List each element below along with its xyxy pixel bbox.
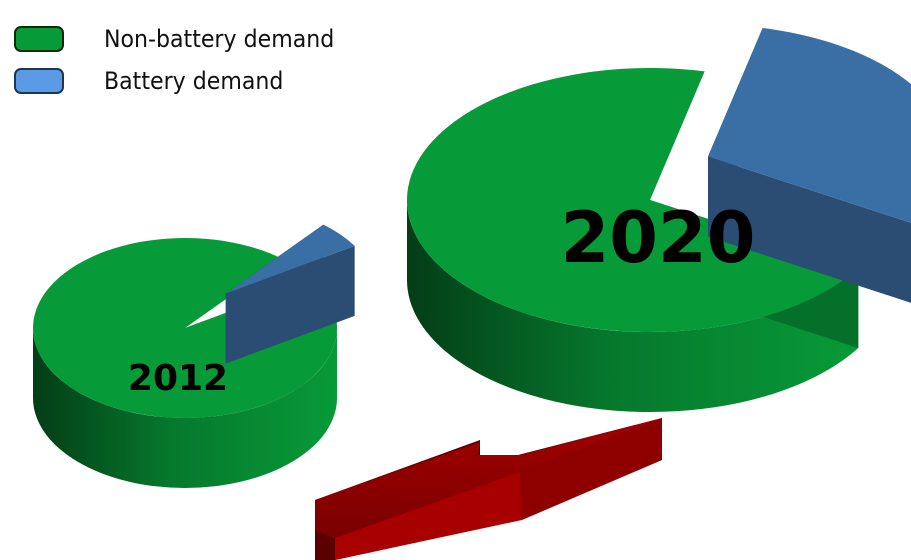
pie-slice-non-battery xyxy=(406,67,859,332)
legend-item-battery: Battery demand xyxy=(14,60,354,102)
legend-item-non-battery: Non-battery demand xyxy=(14,18,354,60)
legend-swatch-non-battery xyxy=(14,26,64,52)
pie-side-non-battery xyxy=(407,200,859,412)
growth-arrow xyxy=(315,418,662,560)
legend: Non-battery demand Battery demand xyxy=(14,18,354,102)
pie-battery-end-face xyxy=(225,245,355,364)
legend-label-battery: Battery demand xyxy=(104,67,284,95)
legend-label-non-battery: Non-battery demand xyxy=(104,25,335,53)
pie-battery-end-face xyxy=(707,156,911,303)
pie-label-2012: 2012 xyxy=(128,358,228,399)
pie-label-2020: 2020 xyxy=(561,197,756,279)
pie-slice-battery xyxy=(707,27,911,223)
pie-2012: 2012 xyxy=(33,224,355,488)
pie-slice-battery xyxy=(225,224,355,294)
pie-side-non-battery xyxy=(33,328,337,488)
legend-swatch-battery xyxy=(14,68,64,94)
pie-2020: 2020 xyxy=(406,27,911,412)
pie-slice-non-battery xyxy=(33,238,338,419)
